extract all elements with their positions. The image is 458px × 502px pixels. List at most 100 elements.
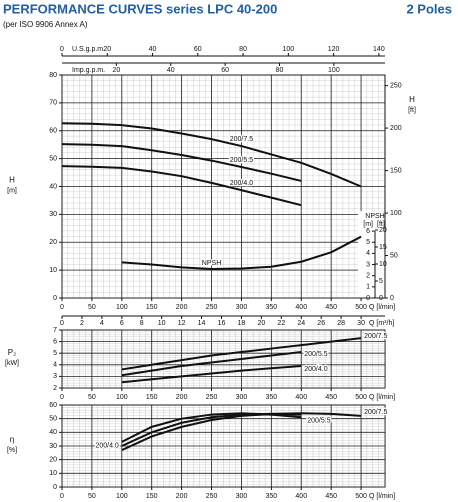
x-axis-label: Q [l/min] bbox=[369, 394, 395, 401]
curve bbox=[121, 235, 362, 271]
top-tick-label: 20 bbox=[112, 67, 120, 74]
top-tick-label: 140 bbox=[373, 46, 385, 53]
poles: 2 Poles bbox=[406, 1, 452, 16]
top-tick-label: 8 bbox=[140, 320, 144, 327]
y-tick-label: 80 bbox=[49, 72, 57, 79]
y-tick-label: 10 bbox=[49, 470, 57, 477]
npsh-unit: [m] bbox=[363, 221, 373, 228]
curve-label: 200/7.5 bbox=[364, 409, 387, 416]
y2-axis-label: H bbox=[409, 95, 415, 104]
x-tick-label: 150 bbox=[146, 493, 158, 500]
x-tick-label: 500 bbox=[355, 394, 367, 401]
subtitle: (per ISO 9906 Annex A) bbox=[3, 20, 88, 29]
y-tick-label: 3 bbox=[53, 373, 57, 380]
top-tick-label: 100 bbox=[328, 67, 340, 74]
y-axis-label: P₂ bbox=[8, 348, 16, 357]
curve-label: 200/4.0 bbox=[95, 443, 118, 450]
top-axis-label: Imp.g.p.m. bbox=[72, 67, 105, 74]
title: PERFORMANCE CURVES series LPC 40-200 bbox=[3, 1, 277, 16]
y2-tick-label: 150 bbox=[390, 167, 402, 174]
curve-label: 200/5.5 bbox=[304, 351, 327, 358]
top-tick-label: 0 bbox=[60, 46, 64, 53]
y-tick-label: 60 bbox=[49, 402, 57, 409]
x-tick-label: 0 bbox=[60, 394, 64, 401]
y2-tick-label: 0 bbox=[390, 295, 394, 302]
x-tick-label: 100 bbox=[116, 493, 128, 500]
top-axis-label: U.S.g.p.m. bbox=[72, 46, 105, 53]
x-tick-label: 350 bbox=[266, 493, 278, 500]
y-axis-label: η bbox=[10, 435, 14, 444]
x-tick-label: 450 bbox=[325, 394, 337, 401]
y2-tick-label: 200 bbox=[390, 125, 402, 132]
y-tick-label: 40 bbox=[49, 183, 57, 190]
npsh-ft-tick-label: 15 bbox=[379, 244, 387, 251]
y2-tick-label: 100 bbox=[390, 210, 402, 217]
y-axis-unit: [m] bbox=[7, 187, 17, 194]
x-axis-label: Q [l/min] bbox=[369, 493, 395, 500]
x-tick-label: 200 bbox=[176, 493, 188, 500]
x-tick-label: 250 bbox=[206, 394, 218, 401]
top-tick-label: 12 bbox=[178, 320, 186, 327]
x-tick-label: 250 bbox=[206, 304, 218, 311]
npsh-tick-label: 0 bbox=[366, 295, 370, 302]
top-tick-label: 22 bbox=[277, 320, 285, 327]
y-tick-label: 6 bbox=[53, 338, 57, 345]
x-tick-label: 500 bbox=[355, 304, 367, 311]
top-tick-label: 0 bbox=[60, 320, 64, 327]
x-tick-label: 350 bbox=[266, 394, 278, 401]
y-tick-label: 50 bbox=[49, 155, 57, 162]
top-tick-label: 14 bbox=[198, 320, 206, 327]
y-tick-label: 20 bbox=[49, 239, 57, 246]
top-tick-label: 2 bbox=[80, 320, 84, 327]
y-tick-label: 0 bbox=[53, 295, 57, 302]
top-tick-label: 80 bbox=[239, 46, 247, 53]
top-tick-label: 120 bbox=[328, 46, 340, 53]
x-tick-label: 150 bbox=[146, 304, 158, 311]
y-axis-unit: [%] bbox=[7, 447, 17, 454]
x-tick-label: 350 bbox=[266, 304, 278, 311]
y2-tick-label: 50 bbox=[390, 252, 398, 259]
npsh-tick-label: 1 bbox=[366, 284, 370, 291]
curve-label: 200/4.0 bbox=[230, 180, 253, 187]
top-tick-label: 30 bbox=[357, 320, 365, 327]
curve bbox=[61, 122, 362, 188]
npsh-tick-label: 4 bbox=[366, 250, 370, 257]
curve bbox=[121, 337, 362, 371]
npsh-tick-label: 5 bbox=[366, 239, 370, 246]
x-tick-label: 100 bbox=[116, 304, 128, 311]
x-tick-label: 250 bbox=[206, 493, 218, 500]
npsh-ft-tick-label: 20 bbox=[379, 227, 387, 234]
curve-label: 200/7.5 bbox=[230, 136, 253, 143]
y-axis-label: H bbox=[9, 176, 15, 185]
x-tick-label: 50 bbox=[88, 304, 96, 311]
npsh-inset-bg bbox=[358, 211, 385, 298]
x-tick-label: 300 bbox=[236, 493, 248, 500]
npsh-tick-label: 6 bbox=[366, 228, 370, 235]
y-tick-label: 60 bbox=[49, 128, 57, 135]
npsh-tick-label: 2 bbox=[366, 273, 370, 280]
npsh-tick-label: 3 bbox=[366, 261, 370, 268]
top-tick-label: 80 bbox=[276, 67, 284, 74]
y-tick-label: 4 bbox=[53, 362, 57, 369]
curve-label: 200/7.5 bbox=[364, 333, 387, 340]
curve bbox=[121, 351, 302, 377]
top-tick-label: 10 bbox=[158, 320, 166, 327]
curve bbox=[121, 412, 302, 443]
x-tick-label: 200 bbox=[176, 304, 188, 311]
x-tick-label: 400 bbox=[295, 394, 307, 401]
top-tick-label: 18 bbox=[238, 320, 246, 327]
curve-label: 200/5.5 bbox=[230, 157, 253, 164]
top-tick-label: 100 bbox=[283, 46, 295, 53]
npsh-ft-tick-label: 5 bbox=[379, 278, 383, 285]
top-tick-label: 16 bbox=[218, 320, 226, 327]
x-axis-label: Q [l/min] bbox=[369, 304, 395, 311]
top-tick-label: 28 bbox=[337, 320, 345, 327]
y-tick-label: 5 bbox=[53, 350, 57, 357]
top-tick-label: 6 bbox=[120, 320, 124, 327]
x-tick-label: 50 bbox=[88, 493, 96, 500]
y-tick-label: 20 bbox=[49, 457, 57, 464]
y2-axis-unit: [ft] bbox=[408, 107, 416, 114]
curve bbox=[61, 143, 302, 182]
y-axis-unit: [kW] bbox=[5, 360, 19, 367]
